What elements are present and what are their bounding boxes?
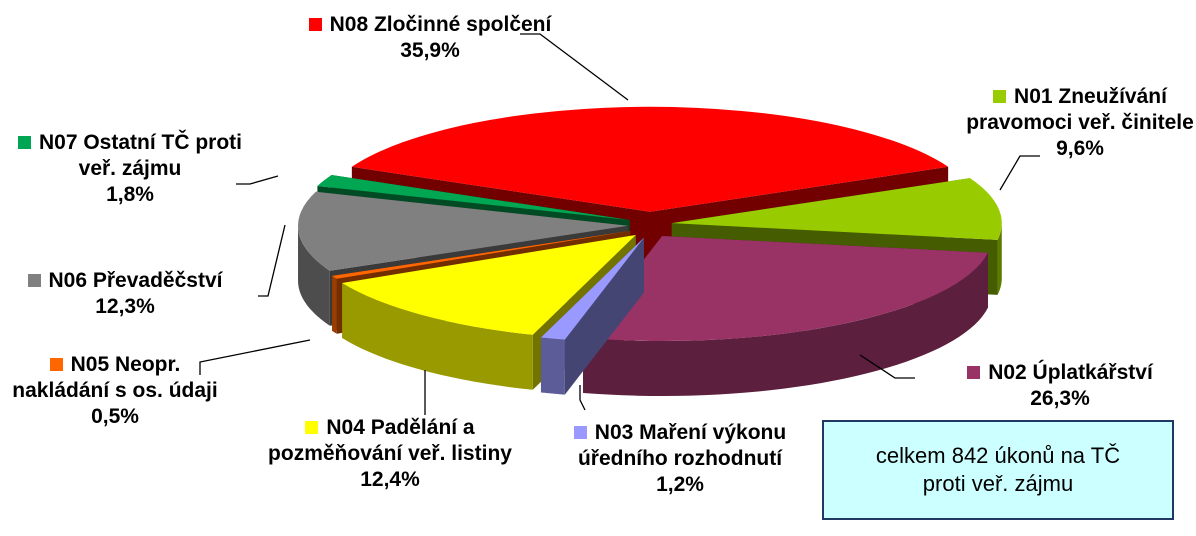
slice-top <box>540 237 644 340</box>
slice-label: N05 Neopr. nakládání s os. údaji 0,5% <box>0 352 230 430</box>
leader-line <box>999 155 1040 191</box>
category-name: N08 Zločinné spolčení <box>329 13 552 36</box>
legend-swatch <box>27 274 41 287</box>
legend-swatch <box>967 366 981 379</box>
slice-top <box>332 230 631 279</box>
slice-top <box>671 178 1002 240</box>
slice-label: N06 Převaděčství 12,3% <box>0 268 250 320</box>
leader-line <box>236 175 279 185</box>
slice-label: N08 Zločinné spolčení 35,9% <box>300 12 560 64</box>
value-label: 9,6% <box>1056 137 1104 160</box>
value-label: 35,9% <box>400 39 460 62</box>
legend-swatch <box>49 358 63 371</box>
value-label: 1,2% <box>656 473 704 496</box>
category-name: N03 Maření výkonu úředního rozhodnutí <box>577 421 787 470</box>
value-label: 12,4% <box>360 468 420 491</box>
value-label: 1,8% <box>106 183 154 206</box>
label-name-line: N03 Maření výkonu úředního rozhodnutí <box>560 420 800 472</box>
label-name-line: N01 Zneužívání pravomoci veř. činitele <box>960 84 1196 136</box>
legend-swatch <box>993 90 1007 103</box>
leader-line <box>579 385 586 411</box>
label-name-line: N04 Padělání a pozměňování veř. listiny <box>250 415 530 467</box>
slice-top <box>351 106 949 212</box>
slice-side <box>997 223 1002 295</box>
value-label: 26,3% <box>1030 387 1090 410</box>
slice-label: N02 Úplatkářství 26,3% <box>920 360 1196 412</box>
slice-side <box>332 275 337 334</box>
category-name: N06 Převaděčství <box>48 269 223 292</box>
legend-swatch <box>308 18 322 31</box>
legend-swatch <box>17 136 31 149</box>
slice-side <box>298 225 330 326</box>
label-name-line: N07 Ostatní TČ proti veř. zájmu <box>10 130 250 182</box>
category-name: N04 Padělání a pozměňování veř. listiny <box>268 416 512 465</box>
leader-line <box>199 339 311 375</box>
category-name: N02 Úplatkářství <box>988 361 1153 384</box>
leader-line <box>258 224 286 297</box>
leader-line <box>859 354 915 379</box>
value-label: 12,3% <box>95 295 155 318</box>
annotation: celkem 842 úkonů na TČ proti veř. zájmu <box>822 420 1174 520</box>
slice-top <box>583 236 988 342</box>
slice-top <box>298 191 629 271</box>
value-label: 0,5% <box>91 405 139 428</box>
slice-side <box>342 283 533 390</box>
legend-swatch <box>305 421 319 434</box>
slice-label: N01 Zneužívání pravomoci veř. činitele 9,… <box>960 84 1196 162</box>
slice-label: N04 Padělání a pozměňování veř. listiny 1… <box>250 415 530 493</box>
category-name: N01 Zneužívání pravomoci veř. činitele <box>966 85 1194 134</box>
slice-side <box>540 337 565 395</box>
category-name: N05 Neopr. nakládání s os. údaji <box>12 353 218 402</box>
label-name-line: N05 Neopr. nakládání s os. údaji <box>0 352 230 404</box>
pie-slice <box>583 236 988 397</box>
label-name-line: N06 Převaděčství <box>0 268 250 294</box>
slice-top <box>342 235 636 335</box>
category-name: N07 Ostatní TČ proti veř. zájmu <box>38 131 243 180</box>
leader-line <box>520 33 629 101</box>
legend-swatch <box>573 426 587 439</box>
label-name-line: N02 Úplatkářství <box>920 360 1196 386</box>
slice-label: N03 Maření výkonu úředního rozhodnutí 1,2… <box>560 420 800 498</box>
label-name-line: N08 Zločinné spolčení <box>300 12 560 38</box>
slice-top <box>317 175 630 221</box>
slice-side <box>583 252 988 397</box>
slice-wall <box>540 237 644 393</box>
pie-slice <box>540 237 644 395</box>
slice-label: N07 Ostatní TČ proti veř. zájmu 1,8% <box>10 130 250 208</box>
